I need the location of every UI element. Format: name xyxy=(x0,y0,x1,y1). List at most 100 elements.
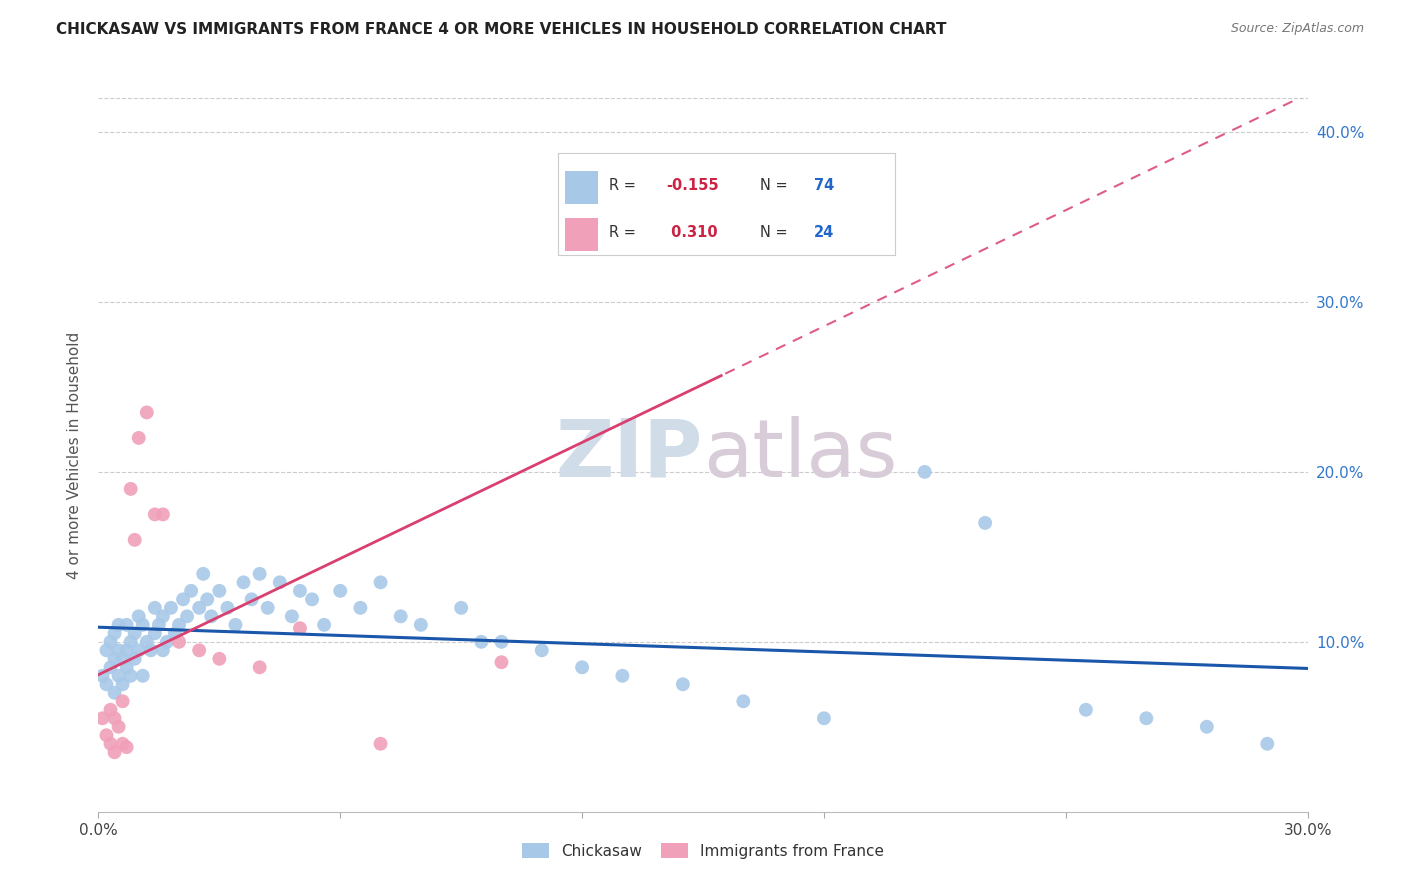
Point xyxy=(128,609,150,624)
Point xyxy=(256,600,278,615)
Point xyxy=(107,643,129,657)
Point xyxy=(208,583,231,598)
Text: 0.310: 0.310 xyxy=(666,225,717,240)
Point xyxy=(135,405,157,419)
Point xyxy=(450,600,472,615)
Point xyxy=(128,431,150,445)
Point xyxy=(152,508,174,522)
Point xyxy=(188,643,211,657)
Point xyxy=(314,617,336,632)
Point xyxy=(135,635,157,649)
Point xyxy=(224,617,246,632)
Text: CHICKASAW VS IMMIGRANTS FROM FRANCE 4 OR MORE VEHICLES IN HOUSEHOLD CORRELATION : CHICKASAW VS IMMIGRANTS FROM FRANCE 4 OR… xyxy=(56,22,946,37)
FancyBboxPatch shape xyxy=(565,171,599,203)
Point xyxy=(120,635,142,649)
Point xyxy=(124,652,146,666)
Point xyxy=(148,617,170,632)
Point xyxy=(217,600,239,615)
Point xyxy=(139,643,162,657)
Point xyxy=(711,168,734,182)
Point xyxy=(733,694,755,708)
Point xyxy=(612,669,634,683)
Point xyxy=(470,635,492,649)
Point xyxy=(249,566,271,581)
Point xyxy=(1256,737,1278,751)
Point xyxy=(91,711,114,725)
Point xyxy=(813,711,835,725)
Point xyxy=(124,533,146,547)
Y-axis label: 4 or more Vehicles in Household: 4 or more Vehicles in Household xyxy=(67,331,83,579)
Point xyxy=(115,643,138,657)
Point xyxy=(91,669,114,683)
Point xyxy=(100,737,122,751)
Point xyxy=(120,669,142,683)
Point xyxy=(143,626,166,640)
Point xyxy=(96,643,118,657)
Point xyxy=(974,516,997,530)
Point xyxy=(672,677,695,691)
Point xyxy=(107,617,129,632)
Text: R =: R = xyxy=(609,178,640,193)
Text: 74: 74 xyxy=(814,178,835,193)
Point xyxy=(163,626,186,640)
Point xyxy=(96,677,118,691)
Point xyxy=(128,643,150,657)
Point xyxy=(111,737,134,751)
Point xyxy=(103,686,125,700)
Text: 24: 24 xyxy=(814,225,835,240)
Point xyxy=(115,660,138,674)
Point xyxy=(103,711,125,725)
Point xyxy=(188,600,211,615)
Point xyxy=(208,652,231,666)
Point xyxy=(249,660,271,674)
Point xyxy=(530,643,553,657)
Text: N =: N = xyxy=(761,225,793,240)
Point xyxy=(103,626,125,640)
Point xyxy=(120,482,142,496)
Point xyxy=(914,465,936,479)
Point xyxy=(143,508,166,522)
Text: atlas: atlas xyxy=(703,416,897,494)
Point xyxy=(152,643,174,657)
Point xyxy=(132,669,155,683)
Point xyxy=(200,609,222,624)
Point xyxy=(389,609,412,624)
Point xyxy=(329,583,352,598)
Point xyxy=(176,609,198,624)
Point xyxy=(288,583,311,598)
Point xyxy=(96,728,118,742)
Point xyxy=(111,652,134,666)
Text: N =: N = xyxy=(761,178,793,193)
Point xyxy=(107,669,129,683)
Point xyxy=(103,652,125,666)
Point xyxy=(124,626,146,640)
Point xyxy=(111,694,134,708)
Point xyxy=(349,600,371,615)
Point xyxy=(491,655,513,669)
Point xyxy=(491,635,513,649)
Point xyxy=(156,635,179,649)
Point xyxy=(160,600,183,615)
Point xyxy=(370,737,392,751)
Legend: Chickasaw, Immigrants from France: Chickasaw, Immigrants from France xyxy=(516,837,890,864)
Point xyxy=(115,740,138,755)
Point xyxy=(100,635,122,649)
Text: Source: ZipAtlas.com: Source: ZipAtlas.com xyxy=(1230,22,1364,36)
Point xyxy=(288,621,311,635)
Point xyxy=(240,592,263,607)
Point xyxy=(571,660,593,674)
Point xyxy=(111,677,134,691)
Point xyxy=(172,592,194,607)
Point xyxy=(100,660,122,674)
Point xyxy=(107,720,129,734)
Point xyxy=(1074,703,1097,717)
Point xyxy=(115,617,138,632)
Point xyxy=(193,566,215,581)
Point xyxy=(409,617,432,632)
Point xyxy=(1195,720,1218,734)
Point xyxy=(370,575,392,590)
Point xyxy=(232,575,254,590)
Point xyxy=(1135,711,1157,725)
Point xyxy=(132,617,155,632)
Point xyxy=(103,745,125,759)
